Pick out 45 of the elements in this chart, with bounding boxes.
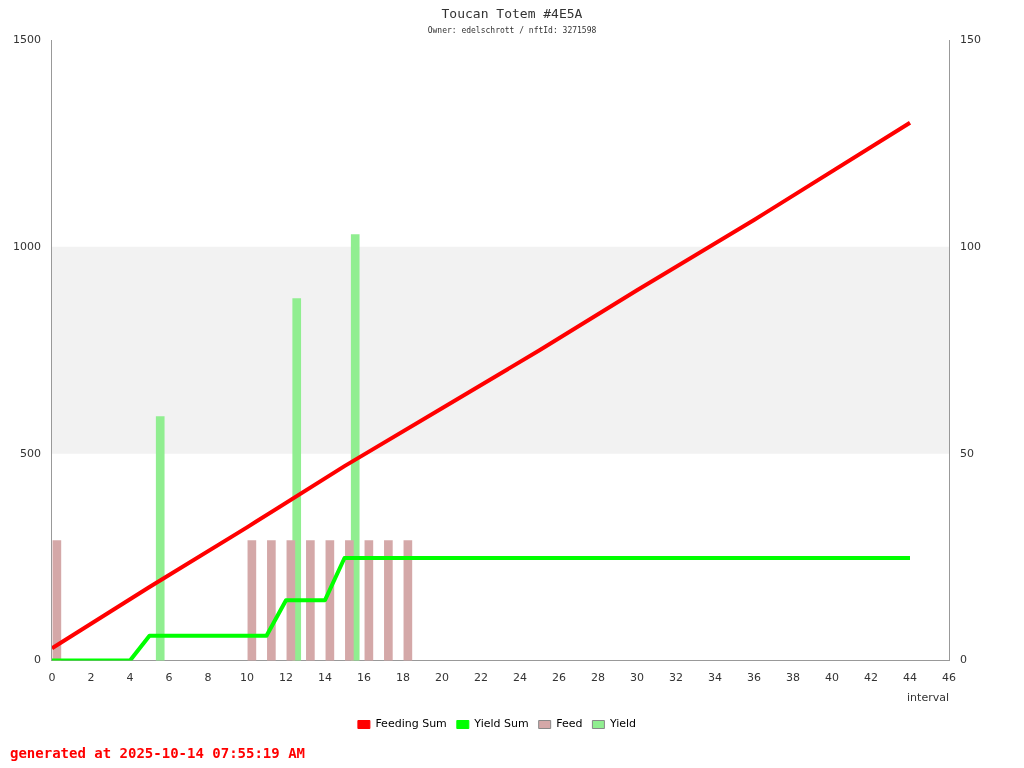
- x-tick-label: 14: [318, 671, 332, 685]
- x-tick-label: 12: [279, 671, 293, 685]
- chart-title: Toucan Totem #4E5A: [440, 6, 584, 21]
- x-tick-label: 20: [435, 671, 449, 685]
- x-tick-label: 36: [747, 671, 761, 685]
- legend-label: Yield: [608, 717, 637, 731]
- x-tick-label: 42: [864, 671, 878, 685]
- y-tick-label: 0: [33, 653, 41, 667]
- y2-tick-label: 50: [960, 446, 974, 460]
- legend-label: Yield Sum: [473, 717, 529, 731]
- bar: [306, 540, 315, 661]
- text: generated at 2025-10-14 07:55:19 AM: [10, 745, 306, 761]
- x-tick-label: 34: [708, 671, 722, 685]
- bar: [155, 416, 165, 661]
- x-tick-label: 10: [240, 671, 254, 685]
- x-tick-label: 18: [396, 671, 410, 685]
- x-tick-label: 22: [474, 671, 488, 685]
- y2-tick-label: 150: [960, 32, 981, 46]
- legend-label: Feeding Sum: [375, 717, 447, 731]
- x-axis-title: interval: [907, 691, 949, 705]
- x-tick-label: 32: [669, 671, 683, 685]
- x-tick-label: 40: [825, 671, 839, 685]
- x-tick-label: 24: [513, 671, 527, 685]
- x-tick-label: 30: [630, 671, 644, 685]
- bar: [267, 540, 276, 661]
- x-tick-label: 0: [48, 671, 56, 685]
- x-tick-label: 6: [165, 671, 173, 685]
- bar: [384, 540, 393, 661]
- x-tick-label: 4: [126, 671, 134, 685]
- x-tick-label: 8: [204, 671, 212, 685]
- y-tick-label: 500: [19, 446, 41, 460]
- y-tick-label: 1000: [12, 239, 41, 253]
- x-tick-label: 38: [786, 671, 800, 685]
- x-tick-label: 26: [552, 671, 566, 685]
- x-tick-label: 46: [942, 671, 956, 685]
- y-tick-label: 1500: [12, 32, 41, 46]
- y2-tick-label: 100: [960, 239, 981, 253]
- y2-tick-label: 0: [960, 653, 967, 667]
- x-tick-label: 16: [357, 671, 371, 685]
- x-tick-label: 28: [591, 671, 605, 685]
- bar: [345, 540, 354, 661]
- x-tick-label: 2: [87, 671, 95, 685]
- chart-subtitle: Owner: edelschrott / nftId: 3271598: [427, 26, 597, 35]
- legend-label: Feed: [556, 717, 583, 731]
- x-tick-label: 44: [903, 671, 917, 685]
